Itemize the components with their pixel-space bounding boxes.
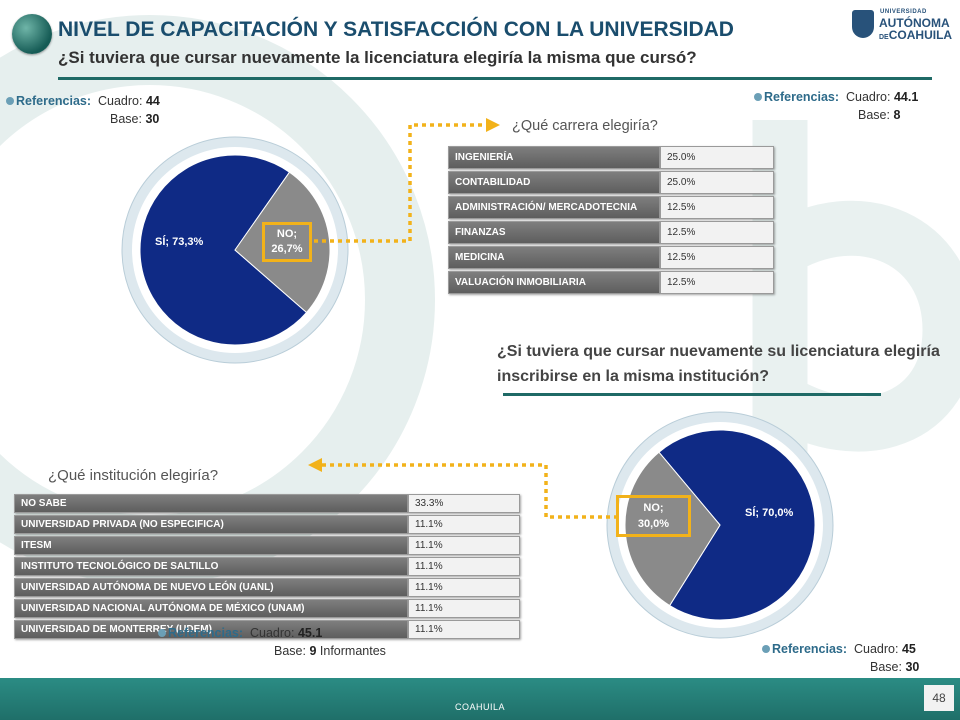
university-logo: UNIVERSIDAD AUTÓNOMA DECOAHUILA bbox=[852, 8, 952, 42]
table-row: INSTITUTO TECNOLÓGICO DE SALTILLO 11.1% bbox=[14, 557, 520, 576]
pie2-label-no: NO; 30,0% bbox=[637, 502, 670, 530]
pie-slice-si bbox=[658, 429, 816, 621]
table-cell-value: 11.1% bbox=[408, 599, 520, 618]
table-cell-label: NO SABE bbox=[14, 494, 408, 513]
footer-bar bbox=[0, 678, 960, 720]
table-row: VALUACIÓN INMOBILIARIA 12.5% bbox=[448, 271, 774, 294]
table-cell-value: 12.5% bbox=[660, 271, 774, 294]
reference-45: Referencias: Cuadro: 45 Base: 30 bbox=[762, 640, 919, 676]
bullet-icon bbox=[6, 97, 14, 105]
brand-logo-icon bbox=[12, 14, 52, 54]
bullet-icon bbox=[158, 629, 166, 637]
table-row: ADMINISTRACIÓN/ MERCADOTECNIA 12.5% bbox=[448, 196, 774, 219]
table-cell-label: UNIVERSIDAD NACIONAL AUTÓNOMA DE MÉXICO … bbox=[14, 599, 408, 618]
table-cell-value: 11.1% bbox=[408, 620, 520, 639]
question-institucion: ¿Qué institución elegiría? bbox=[48, 467, 219, 484]
connector-arrow-carrera bbox=[314, 118, 500, 243]
pie-slice-no bbox=[624, 451, 721, 607]
footer-text: COAHUILA bbox=[454, 702, 505, 712]
table-cell-label: INGENIERÍA bbox=[448, 146, 660, 169]
question-divider bbox=[503, 393, 881, 396]
reference-45-1: Referencias: Cuadro: 45.1 Base: 9 Inform… bbox=[158, 624, 386, 660]
table-cell-label: VALUACIÓN INMOBILIARIA bbox=[448, 271, 660, 294]
table-cell-label: ITESM bbox=[14, 536, 408, 555]
table-cell-label: INSTITUTO TECNOLÓGICO DE SALTILLO bbox=[14, 557, 408, 576]
table-cell-value: 11.1% bbox=[408, 515, 520, 534]
reference-44-1: Referencias: Cuadro: 44.1 Base: 8 bbox=[754, 88, 918, 124]
bullet-icon bbox=[754, 93, 762, 101]
table-row: INGENIERÍA 25.0% bbox=[448, 146, 774, 169]
pie1-label-si: SÍ; 73,3% bbox=[155, 236, 204, 248]
table-cell-label: MEDICINA bbox=[448, 246, 660, 269]
table-cell-label: UNIVERSIDAD AUTÓNOMA DE NUEVO LEÓN (UANL… bbox=[14, 578, 408, 597]
table-cell-value: 25.0% bbox=[660, 171, 774, 194]
table-cell-value: 11.1% bbox=[408, 578, 520, 597]
pie-chart-institucion bbox=[606, 411, 834, 639]
table-cell-value: 11.1% bbox=[408, 536, 520, 555]
pie1-label-no-box: NO; 26,7% bbox=[262, 222, 312, 262]
table-row: CONTABILIDAD 25.0% bbox=[448, 171, 774, 194]
table-cell-label: ADMINISTRACIÓN/ MERCADOTECNIA bbox=[448, 196, 660, 219]
table-cell-label: FINANZAS bbox=[448, 221, 660, 244]
page-subtitle: ¿Si tuviera que cursar nuevamente la lic… bbox=[58, 48, 697, 67]
pie2-label-no-box: NO; 30,0% bbox=[616, 495, 691, 537]
table-row: NO SABE 33.3% bbox=[14, 494, 520, 513]
question-institucion-title: ¿Si tuviera que cursar nuevamente su lic… bbox=[497, 343, 940, 385]
table-cell-value: 25.0% bbox=[660, 146, 774, 169]
question-carrera: ¿Qué carrera elegiría? bbox=[512, 118, 658, 134]
table-cell-label: CONTABILIDAD bbox=[448, 171, 660, 194]
pie-chart-carrera bbox=[121, 136, 349, 364]
pie-slice-no bbox=[234, 171, 331, 314]
pie2-label-si: SÍ; 70,0% bbox=[745, 507, 794, 519]
table-cell-value: 12.5% bbox=[660, 221, 774, 244]
reference-44: Referencias: Cuadro: 44 Base: 30 bbox=[6, 92, 160, 128]
table-institucion: NO SABE 33.3% UNIVERSIDAD PRIVADA (NO ESPE… bbox=[14, 492, 520, 641]
table-cell-value: 12.5% bbox=[660, 246, 774, 269]
table-row: MEDICINA 12.5% bbox=[448, 246, 774, 269]
table-cell-label: UNIVERSIDAD DE MONTERREY (UDEM) bbox=[14, 620, 408, 639]
table-cell-value: 33.3% bbox=[408, 494, 520, 513]
connector-arrow-institucion bbox=[308, 458, 618, 519]
page-title: NIVEL DE CAPACITACIÓN Y SATISFACCIÓN CON… bbox=[58, 18, 734, 41]
header-divider bbox=[58, 77, 932, 80]
bullet-icon bbox=[762, 645, 770, 653]
university-shield-icon bbox=[852, 10, 874, 38]
table-carrera: INGENIERÍA 25.0% CONTABILIDAD 25.0% ADMINIST… bbox=[448, 144, 774, 296]
table-cell-value: 12.5% bbox=[660, 196, 774, 219]
table-row: UNIVERSIDAD NACIONAL AUTÓNOMA DE MÉXICO … bbox=[14, 599, 520, 618]
table-row: FINANZAS 12.5% bbox=[448, 221, 774, 244]
page-number: 48 bbox=[924, 685, 954, 711]
pie1-label-no: NO; 26,7% bbox=[271, 228, 303, 255]
table-row: UNIVERSIDAD DE MONTERREY (UDEM) 11.1% bbox=[14, 620, 520, 639]
table-cell-label: UNIVERSIDAD PRIVADA (NO ESPECIFICA) bbox=[14, 515, 408, 534]
table-row: UNIVERSIDAD AUTÓNOMA DE NUEVO LEÓN (UANL… bbox=[14, 578, 520, 597]
table-cell-value: 11.1% bbox=[408, 557, 520, 576]
pie-slice-si bbox=[139, 154, 308, 346]
table-row: UNIVERSIDAD PRIVADA (NO ESPECIFICA) 11.1% bbox=[14, 515, 520, 534]
table-row: ITESM 11.1% bbox=[14, 536, 520, 555]
